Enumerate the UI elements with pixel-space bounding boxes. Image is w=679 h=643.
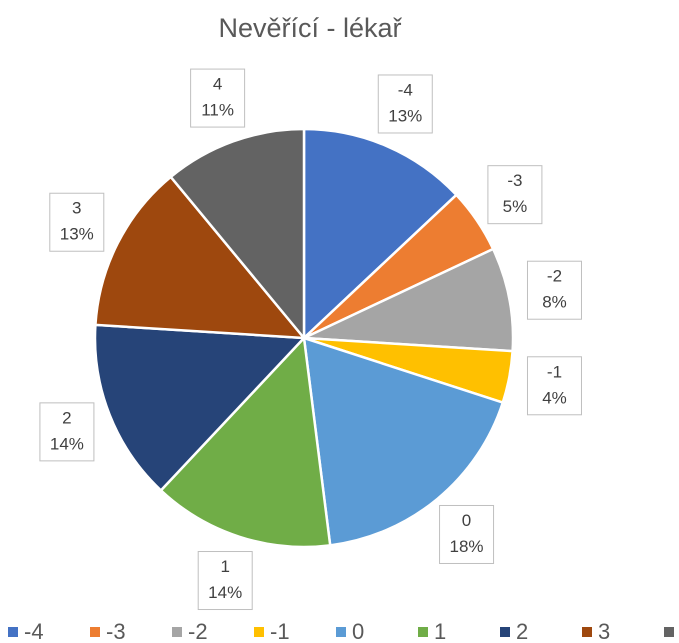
data-label-box	[439, 504, 495, 564]
pie-slice	[302, 336, 505, 547]
pie-slice	[94, 175, 307, 340]
data-label-value: 14%	[208, 583, 242, 602]
pie-slice	[159, 335, 332, 549]
data-label-value: 14%	[50, 434, 84, 453]
data-label-value: 11%	[201, 101, 234, 120]
legend-label: 1	[434, 619, 446, 643]
data-label-value: 13%	[388, 106, 422, 125]
legend-swatch	[254, 627, 264, 637]
data-label-box	[49, 192, 105, 252]
data-label-box	[39, 402, 95, 462]
pie-slice	[93, 323, 307, 493]
legend-label: -1	[270, 619, 290, 643]
data-label-category: 1	[220, 557, 229, 576]
data-label-box	[526, 260, 582, 320]
legend-swatch	[664, 627, 674, 637]
legend-label: 2	[516, 619, 528, 643]
data-label-category: -2	[547, 267, 562, 286]
data-label-value: 5%	[503, 197, 528, 216]
legend-label: 3	[598, 619, 610, 643]
data-label-category: -4	[398, 80, 413, 99]
data-label-category: -3	[507, 171, 522, 190]
data-label-box	[190, 68, 246, 128]
legend-swatch	[8, 627, 18, 637]
legend-swatch	[336, 627, 346, 637]
legend-swatch	[418, 627, 428, 637]
legend-label: -4	[24, 619, 44, 643]
legend-label: -2	[188, 619, 208, 643]
legend-swatch	[500, 627, 510, 637]
data-label-box	[197, 551, 253, 611]
data-label-category: 3	[72, 199, 81, 218]
data-label-category: -1	[547, 362, 562, 381]
data-label-value: 8%	[542, 293, 567, 312]
data-label-category: 0	[462, 511, 471, 530]
pie-slice	[169, 127, 306, 342]
pie-slice	[303, 247, 515, 353]
data-label-value: 13%	[60, 225, 94, 244]
data-label-value: 18%	[450, 537, 484, 556]
pie-slice	[302, 127, 459, 341]
legend-swatch	[172, 627, 182, 637]
legend-label: -3	[106, 619, 126, 643]
data-label-box	[487, 165, 543, 225]
data-label-category: 2	[62, 408, 71, 427]
legend-swatch	[582, 627, 592, 637]
data-label-box	[377, 74, 433, 134]
legend-label: 0	[352, 619, 364, 643]
chart-title: Nevěřící - lékař	[218, 13, 402, 43]
data-label-value: 4%	[542, 388, 567, 407]
data-label-box	[526, 356, 582, 416]
legend-swatch	[90, 627, 100, 637]
data-label-category: 4	[213, 75, 222, 94]
